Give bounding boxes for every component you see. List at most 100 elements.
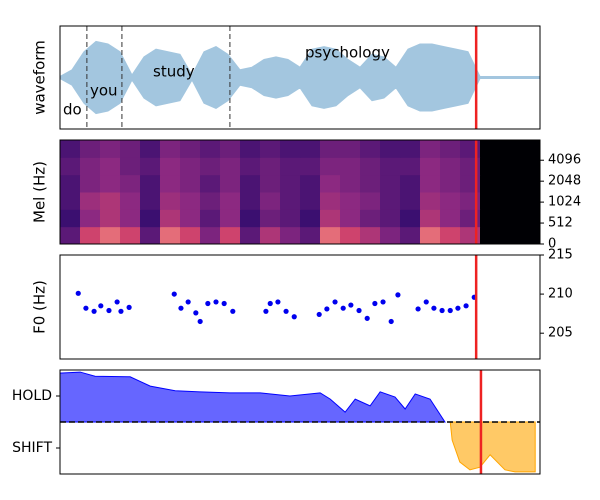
f0-point — [316, 311, 322, 318]
f0-point — [356, 307, 362, 314]
y-tick-label: 512 — [548, 216, 573, 231]
f0-point — [230, 308, 236, 314]
f0-point — [283, 308, 289, 314]
spectrogram-cell — [400, 174, 421, 193]
spectrogram-cell — [340, 140, 361, 158]
spectrogram-cell — [480, 192, 501, 210]
spectrogram-cell — [460, 209, 481, 228]
spectrogram-cell — [60, 157, 81, 176]
spectrogram-cell — [340, 226, 361, 245]
spectrogram-cell — [520, 174, 541, 193]
spectrogram-cell — [440, 226, 461, 245]
spectrogram-cell — [440, 140, 461, 158]
f0-point — [118, 308, 124, 314]
spectrogram-cell — [200, 174, 221, 193]
spectrogram-cell — [440, 209, 461, 228]
y-tick-label: 2048 — [548, 174, 581, 189]
spectrogram-cell — [60, 140, 81, 158]
f0-point — [171, 291, 177, 297]
spectrogram-cell — [320, 226, 341, 245]
spectrogram-cell — [220, 226, 241, 245]
spectrogram-cell — [480, 157, 501, 176]
spectrogram-cell — [60, 174, 81, 193]
spectrogram-cell — [460, 174, 481, 193]
spectrogram-cell — [140, 192, 161, 210]
y-tick-label: HOLD — [12, 388, 52, 404]
spectrogram-cell — [280, 209, 301, 228]
f0-point — [185, 299, 191, 305]
y-tick-label: 205 — [548, 326, 573, 341]
spectrogram-cell — [280, 140, 301, 158]
spectrogram-cell — [280, 226, 301, 245]
spectrogram-cell — [260, 174, 281, 193]
f0-point — [423, 299, 429, 305]
spectrogram-cell — [440, 157, 461, 176]
f0-point — [332, 299, 338, 305]
f0-point — [463, 303, 469, 309]
word-label: do — [63, 101, 82, 119]
f0-point — [447, 307, 453, 314]
spectrogram-cell — [480, 140, 501, 158]
spectrogram-cell — [240, 209, 261, 228]
spectrogram-cell — [60, 192, 81, 210]
f0-point — [178, 305, 184, 311]
spectrogram-cell — [240, 192, 261, 210]
spectrogram-cell — [460, 192, 481, 210]
f0-point — [114, 299, 120, 305]
spectrogram-cell — [300, 192, 321, 210]
spectrogram-cell — [80, 226, 101, 245]
probability-area — [449, 421, 536, 473]
spectrogram-cell — [340, 174, 361, 193]
y-tick-label: 210 — [548, 287, 573, 302]
spectrogram-cell — [380, 140, 401, 158]
spectrogram-cell — [100, 157, 121, 176]
spectrogram-cell — [280, 174, 301, 193]
word-label: psychology — [305, 44, 390, 62]
spectrogram-cell — [320, 174, 341, 193]
spectrogram-cell — [60, 209, 81, 228]
spectrogram-cell — [180, 192, 201, 210]
f0-point — [340, 305, 346, 311]
spectrogram-cell — [500, 140, 521, 158]
waveform-lower — [59, 77, 541, 115]
spectrogram-cell — [420, 174, 441, 193]
f0-point — [213, 299, 219, 305]
spectrogram-cell — [200, 192, 221, 210]
spectrogram-cell — [500, 174, 521, 193]
spectrogram-cell — [140, 209, 161, 228]
spectrogram-cell — [260, 226, 281, 245]
spectrogram-cell — [140, 157, 161, 176]
spectrogram-cell — [340, 209, 361, 228]
f0-point — [75, 290, 81, 296]
spectrogram-cell — [520, 140, 541, 158]
f0-point — [439, 307, 445, 314]
spectrogram-cell — [260, 209, 281, 228]
spectrogram-cell — [480, 174, 501, 193]
spectrogram-cell — [180, 140, 201, 158]
f0-point — [364, 315, 370, 321]
panel-frame — [59, 139, 541, 245]
spectrogram-cell — [180, 174, 201, 193]
spectrogram-cell — [300, 140, 321, 158]
y-tick-label: 0 — [548, 237, 556, 252]
y-axis-label: F0 (Hz) — [31, 280, 49, 334]
spectrogram-cell — [380, 174, 401, 193]
spectrogram-cell — [220, 140, 241, 158]
waveform-upper — [59, 40, 541, 78]
word-label: study — [153, 63, 195, 81]
spectrogram-cell — [220, 209, 241, 228]
spectrogram-cell — [440, 174, 461, 193]
spectrogram-cell — [360, 140, 381, 158]
y-tick-label: 4096 — [548, 153, 581, 168]
spectrogram-cell — [320, 209, 341, 228]
spectrogram-cell — [80, 209, 101, 228]
y-tick-label: 1024 — [548, 195, 581, 210]
spectrogram-cell — [500, 209, 521, 228]
f0-point — [197, 318, 203, 325]
panel-frame — [59, 25, 541, 130]
spectrogram-cell — [400, 192, 421, 210]
spectrogram-cell — [120, 192, 141, 210]
panel-frame — [59, 254, 541, 360]
spectrogram-cell — [440, 192, 461, 210]
